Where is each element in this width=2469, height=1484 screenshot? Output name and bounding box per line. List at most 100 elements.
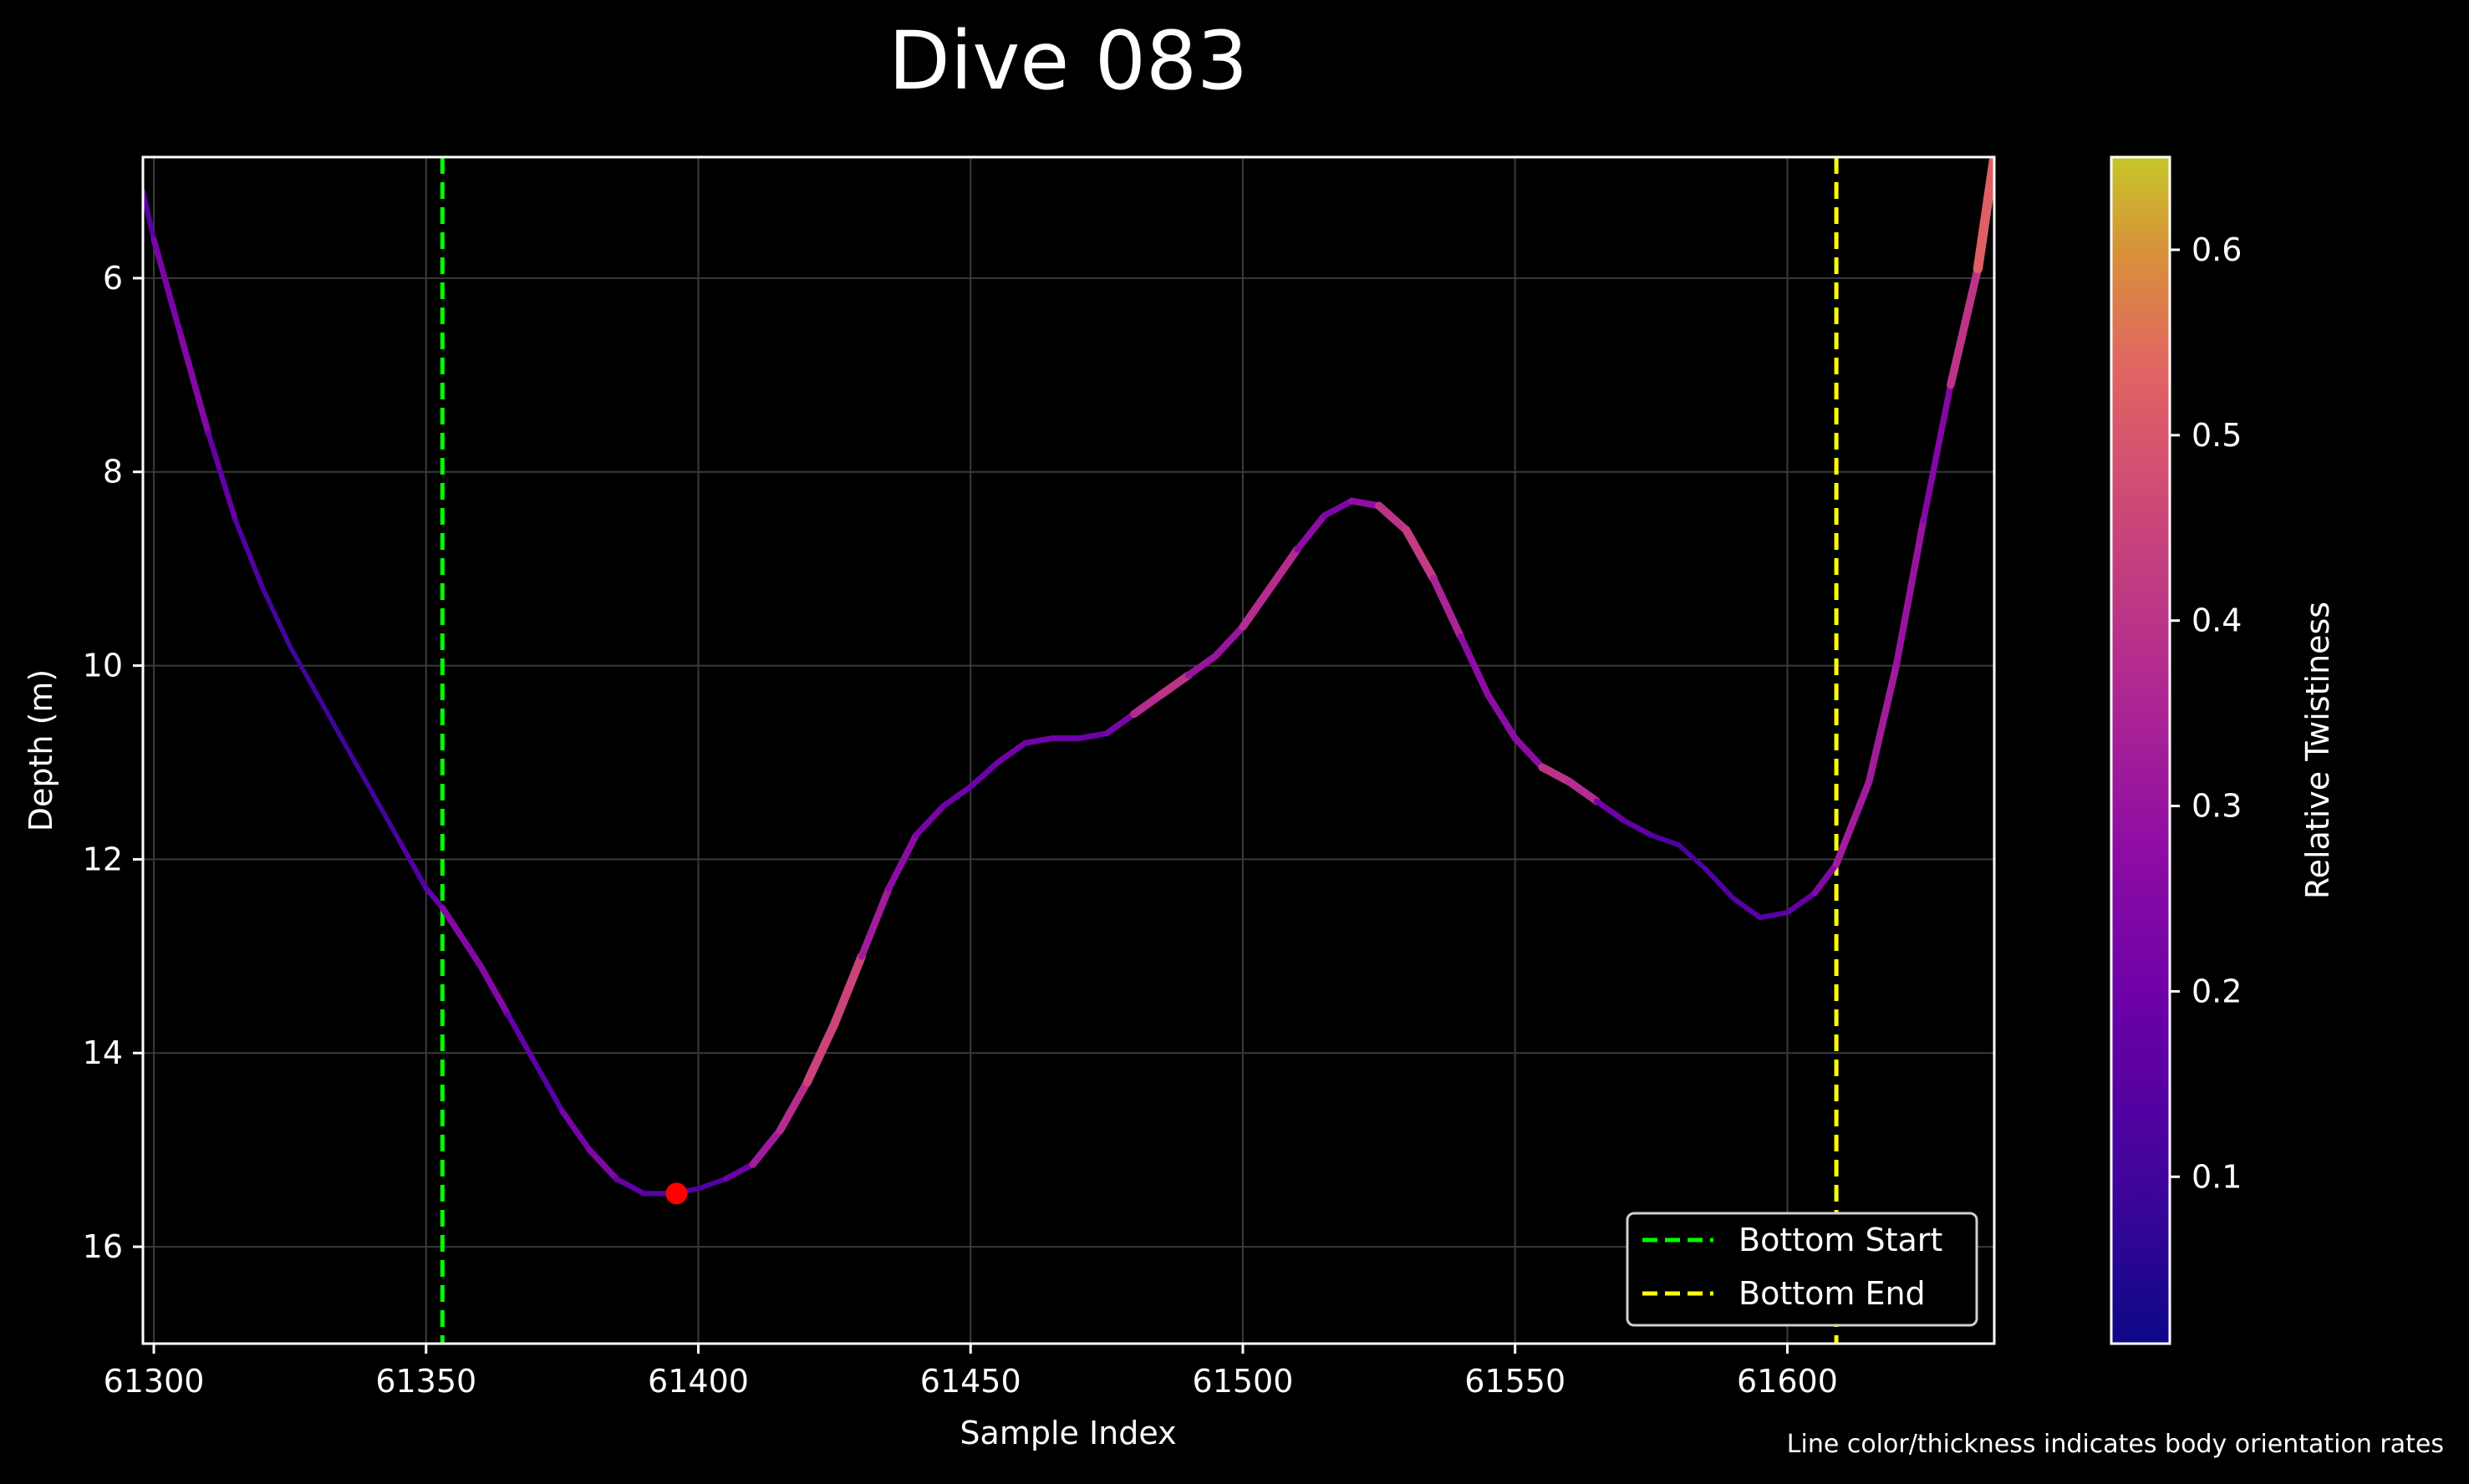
legend-label-bottom-start: Bottom Start: [1738, 1222, 1942, 1258]
x-tick-label: 61500: [1193, 1363, 1294, 1400]
depth-line-segment: [232, 517, 266, 591]
depth-line-segment: [1730, 895, 1763, 921]
x-tick-label: 61300: [104, 1363, 205, 1400]
depth-line-segment: [1594, 798, 1627, 824]
depth-line-segment: [1402, 526, 1438, 583]
depth-line-segment: [532, 1060, 565, 1114]
depth-line-segment: [1565, 778, 1601, 806]
colorbar-tick-label: 0.3: [2192, 788, 2242, 825]
colorbar-tick-label: 0.4: [2192, 602, 2242, 639]
y-tick-label: 6: [103, 260, 123, 297]
depth-line-segment: [477, 963, 512, 1018]
max-depth-marker: [665, 1182, 688, 1205]
depth-line-segment: [1103, 710, 1138, 737]
depth-line-segment: [776, 1078, 812, 1135]
y-tick-label: 16: [83, 1228, 123, 1265]
colorbar-tick-label: 0.1: [2192, 1158, 2242, 1195]
depth-line-segment: [830, 952, 867, 1029]
y-tick-label: 10: [83, 648, 123, 684]
plot-frame: [141, 155, 1996, 1345]
depth-line-segment: [940, 784, 974, 810]
depth-line-segment: [1511, 734, 1546, 771]
depth-line-segment: [1021, 735, 1056, 746]
depth-line-segment: [586, 1146, 620, 1182]
depth-line-segment: [1892, 516, 1927, 669]
footnote-annotation: Line color/thickness indicates body orie…: [1787, 1430, 2444, 1459]
depth-line-segment: [1703, 867, 1736, 901]
depth-line-segment: [1538, 763, 1574, 786]
y-tick-label: 12: [83, 841, 123, 877]
depth-line-segment: [1294, 511, 1328, 553]
depth-line-segment: [1648, 832, 1682, 847]
depth-line-segment: [1212, 623, 1247, 660]
depth-line-segment: [1130, 690, 1165, 719]
depth-line-segment: [342, 740, 374, 794]
x-tick-label: 61400: [648, 1363, 749, 1400]
depth-line-segment: [1239, 584, 1275, 631]
depth-line-segment: [1375, 501, 1411, 535]
depth-line-segment: [1947, 264, 1983, 389]
plot-area: [143, 157, 1994, 1344]
depth-line-segment: [288, 643, 320, 698]
depth-line-segment: [749, 1126, 784, 1168]
depth-line-segment: [1811, 861, 1840, 897]
chart-title: Dive 083: [888, 14, 1248, 108]
depth-line-segment: [369, 789, 401, 842]
x-axis-label: Sample Index: [960, 1415, 1176, 1451]
depth-line-segment: [150, 236, 185, 339]
depth-line-segment: [1157, 671, 1193, 699]
depth-line-segment: [1973, 157, 1994, 274]
colorbar-ticks: 0.1 0.2 0.3 0.4 0.5 0.6: [2170, 231, 2242, 1195]
y-axis-ticks: 6 8 10 12 14 16: [83, 260, 143, 1265]
depth-line-segment: [913, 803, 947, 839]
depth-line-segment: [1757, 910, 1790, 921]
legend: Bottom Start Bottom End: [1626, 1212, 1978, 1327]
depth-line-segment: [423, 885, 445, 911]
y-tick-label: 14: [83, 1034, 123, 1071]
x-axis-ticks: 61300 61350 61400 61450 61500 61550 61600: [104, 1344, 1838, 1400]
colorbar-label: Relative Twistiness: [2299, 602, 2336, 899]
colorbar: [2110, 155, 2171, 1345]
depth-line-segment: [396, 837, 429, 892]
depth-line-segment: [559, 1108, 593, 1153]
legend-box: [1626, 1212, 1978, 1327]
depth-line-segment: [314, 692, 347, 746]
y-axis-label: Depth (m): [23, 669, 59, 832]
depth-line-segment: [1348, 497, 1382, 510]
colorbar-tick-label: 0.2: [2192, 973, 2242, 1009]
depth-line-segment: [260, 586, 293, 649]
depth-line-segment: [177, 333, 211, 437]
depth-line-segment: [143, 188, 157, 242]
depth-line-segment: [722, 1161, 756, 1182]
depth-line-segment: [1484, 691, 1519, 742]
depth-line-segment: [1184, 652, 1219, 679]
depth-line-segment: [967, 760, 1001, 790]
depth-line-segment: [439, 904, 484, 969]
x-tick-label: 61550: [1464, 1363, 1565, 1400]
depth-line-segment: [1621, 817, 1654, 838]
depth-line-segment: [1676, 842, 1708, 872]
depth-line-segment: [695, 1176, 729, 1192]
depth-line-segment: [205, 430, 238, 523]
colorbar-tick-label: 0.6: [2192, 231, 2242, 268]
bottom-phase-lines: [440, 157, 1839, 1344]
x-tick-label: 61450: [920, 1363, 1021, 1400]
x-tick-label: 61600: [1737, 1363, 1838, 1400]
depth-line-segment: [613, 1176, 647, 1197]
depth-line-segment: [1920, 381, 1954, 524]
depth-line-segment: [1265, 545, 1301, 592]
legend-label-bottom-end: Bottom End: [1738, 1275, 1926, 1312]
max-depth-marker-layer: [665, 1182, 688, 1205]
depth-line-segment: [1429, 574, 1465, 641]
depth-line-segment: [505, 1011, 538, 1066]
depth-line-segment: [1321, 497, 1355, 519]
x-tick-label: 61350: [375, 1363, 476, 1400]
depth-line-segment: [858, 884, 893, 960]
depth-line-segment: [885, 831, 920, 892]
depth-line-segment: [1865, 662, 1900, 785]
depth-line-segment: [995, 739, 1028, 765]
depth-line-segment: [802, 1019, 839, 1087]
colorbar-tick-label: 0.5: [2192, 417, 2242, 454]
depth-line-segment: [1832, 778, 1873, 868]
